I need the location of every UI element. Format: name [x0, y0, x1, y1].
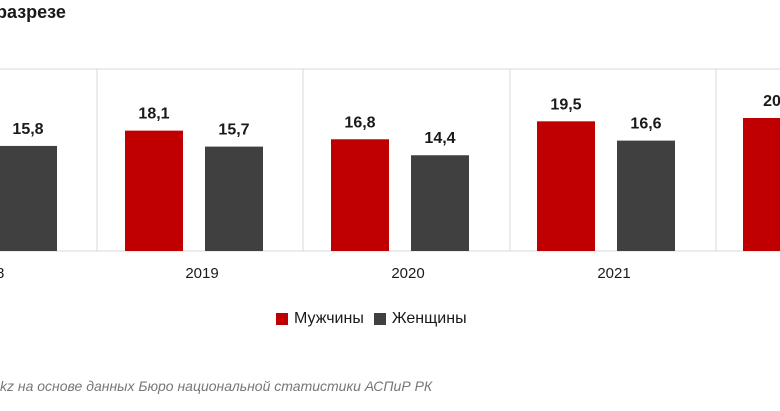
data-label-men-1: 18,1: [138, 106, 169, 123]
data-label-women-0: 15,8: [12, 121, 43, 138]
data-label-women-2: 14,4: [424, 130, 455, 147]
legend-label-men: Мужчины: [294, 310, 364, 327]
category-label-2: 2020: [391, 265, 424, 282]
data-label-men-4: 20: [763, 93, 780, 110]
legend: Мужчины Женщины: [276, 310, 467, 328]
chart-title: разрезе: [0, 2, 66, 22]
bar-men-2: [331, 139, 389, 251]
bar-women-2: [411, 155, 469, 251]
data-label-women-3: 16,6: [630, 116, 661, 133]
source-note: kz на основе данных Бюро национальной ст…: [0, 378, 433, 394]
bar-women-0: [0, 145, 57, 251]
legend-item-men: Мужчины: [276, 310, 364, 328]
legend-swatch-men: [276, 313, 288, 325]
category-label-3: 2021: [597, 265, 630, 282]
bar-chart: 15,8 18 18,1 15,7 2019 16,8 14,4 2020 19,5 16,6 20…: [0, 68, 780, 282]
bar-men-4: [743, 118, 780, 251]
legend-label-women: Женщины: [391, 310, 467, 327]
legend-item-women: Женщины: [373, 310, 467, 328]
bar-women-1: [205, 146, 263, 251]
data-label-men-2: 16,8: [344, 114, 375, 131]
category-label-1: 2019: [185, 265, 218, 282]
data-label-men-3: 19,5: [550, 96, 581, 113]
legend-swatch-women: [373, 313, 386, 325]
category-label-0: 18: [0, 265, 4, 282]
bar-men-1: [125, 130, 183, 251]
bar-men-3: [537, 121, 595, 251]
data-label-women-1: 15,7: [218, 122, 249, 139]
bar-women-3: [617, 140, 675, 251]
